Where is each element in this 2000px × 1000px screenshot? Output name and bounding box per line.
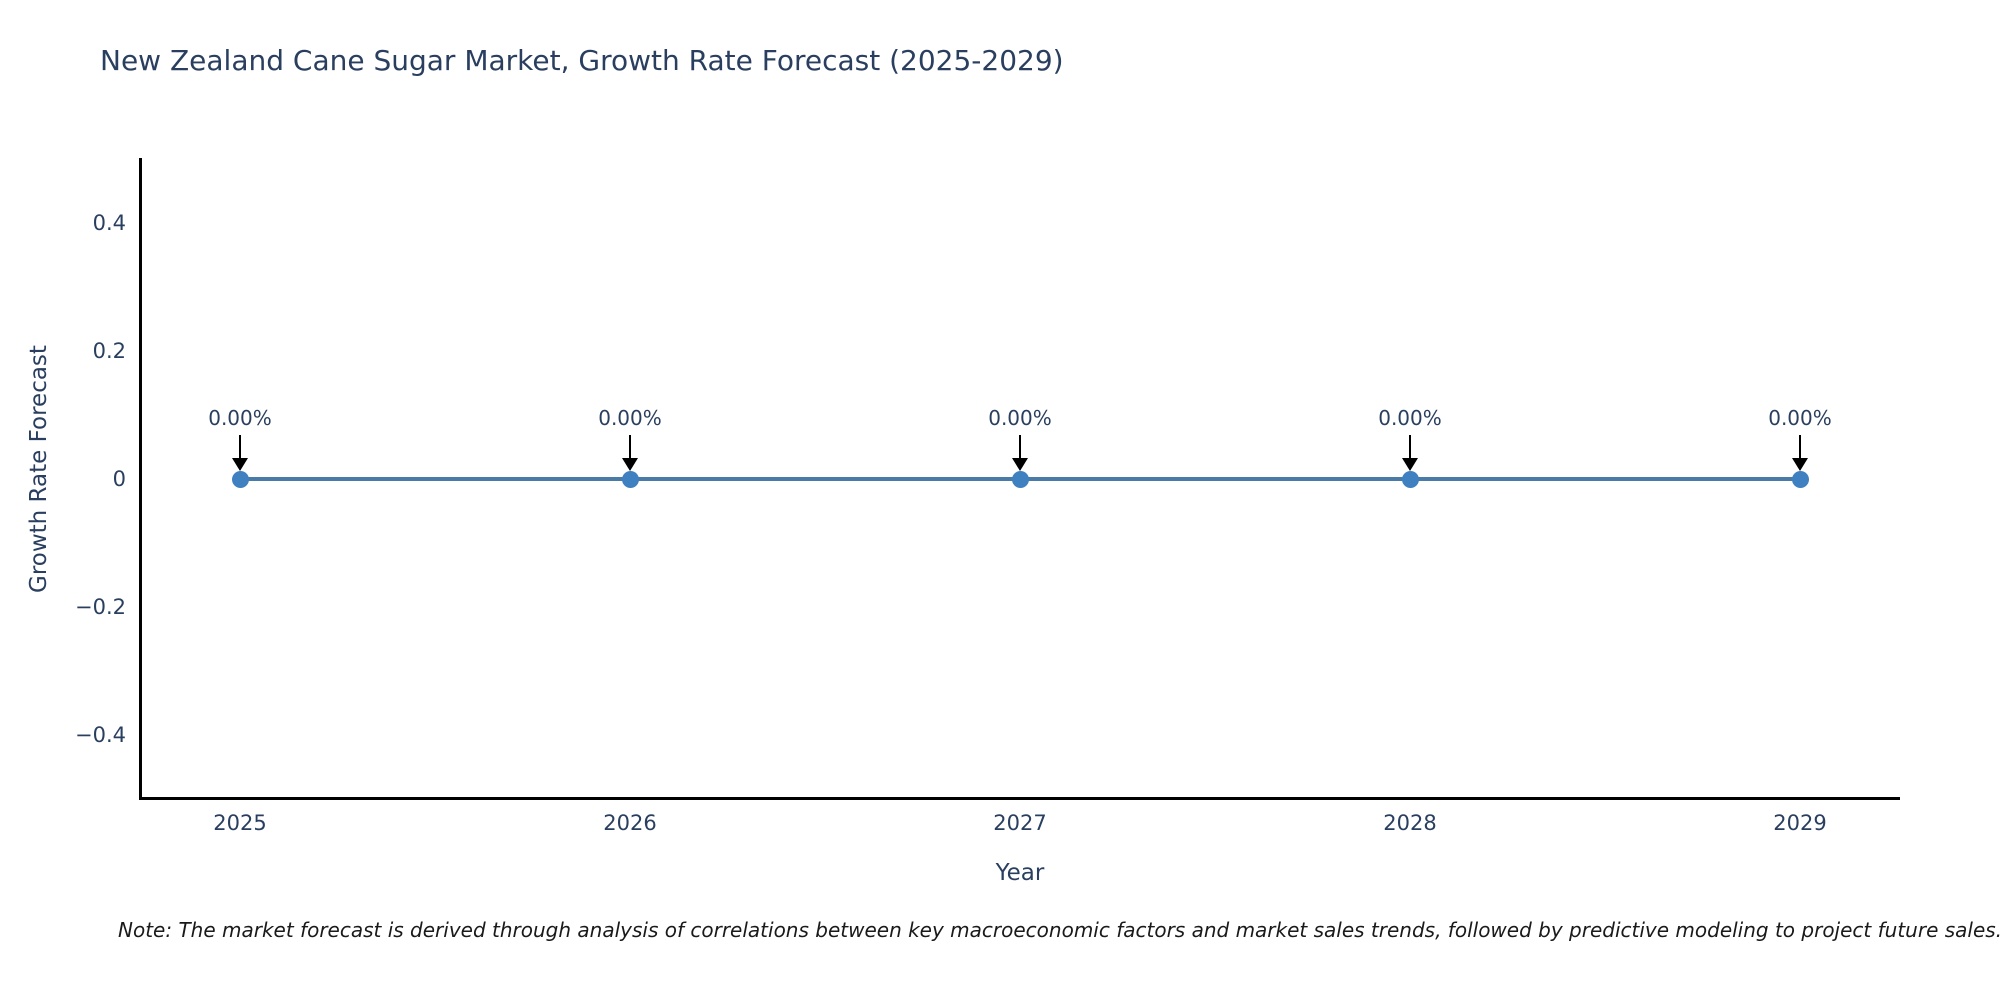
data-point-marker	[1011, 470, 1029, 488]
y-tick-label: 0	[112, 467, 126, 491]
x-tick-label: 2029	[1773, 811, 1827, 835]
y-tick-label: 0.4	[92, 211, 126, 235]
annotation-arrow-shaft	[629, 435, 631, 461]
footnote: Note: The market forecast is derived thr…	[118, 918, 2000, 942]
data-point-marker	[231, 470, 249, 488]
data-point-annotation: 0.00%	[1378, 406, 1442, 430]
x-axis-title: Year	[995, 860, 1045, 886]
data-point-annotation: 0.00%	[598, 406, 662, 430]
annotation-arrow-head-icon	[232, 458, 248, 471]
annotation-arrow-head-icon	[1792, 458, 1808, 471]
y-tick-label: −0.2	[75, 595, 126, 619]
annotation-arrow-shaft	[1409, 435, 1411, 461]
annotation-arrow-shaft	[239, 435, 241, 461]
plot-area	[139, 158, 1900, 800]
data-point-marker	[621, 470, 639, 488]
data-point-annotation: 0.00%	[988, 406, 1052, 430]
y-tick-label: −0.4	[75, 723, 126, 747]
data-point-annotation: 0.00%	[208, 406, 272, 430]
x-tick-label: 2025	[213, 811, 267, 835]
annotation-arrow-head-icon	[622, 458, 638, 471]
x-tick-label: 2027	[993, 811, 1047, 835]
data-point-marker	[1401, 470, 1419, 488]
data-point-annotation: 0.00%	[1768, 406, 1832, 430]
annotation-arrow-head-icon	[1012, 458, 1028, 471]
chart-title: New Zealand Cane Sugar Market, Growth Ra…	[100, 44, 1064, 77]
annotation-arrow-shaft	[1799, 435, 1801, 461]
x-tick-label: 2026	[603, 811, 657, 835]
y-tick-label: 0.2	[92, 339, 126, 363]
annotation-arrow-shaft	[1019, 435, 1021, 461]
data-point-marker	[1791, 470, 1809, 488]
annotation-arrow-head-icon	[1402, 458, 1418, 471]
x-tick-label: 2028	[1383, 811, 1437, 835]
